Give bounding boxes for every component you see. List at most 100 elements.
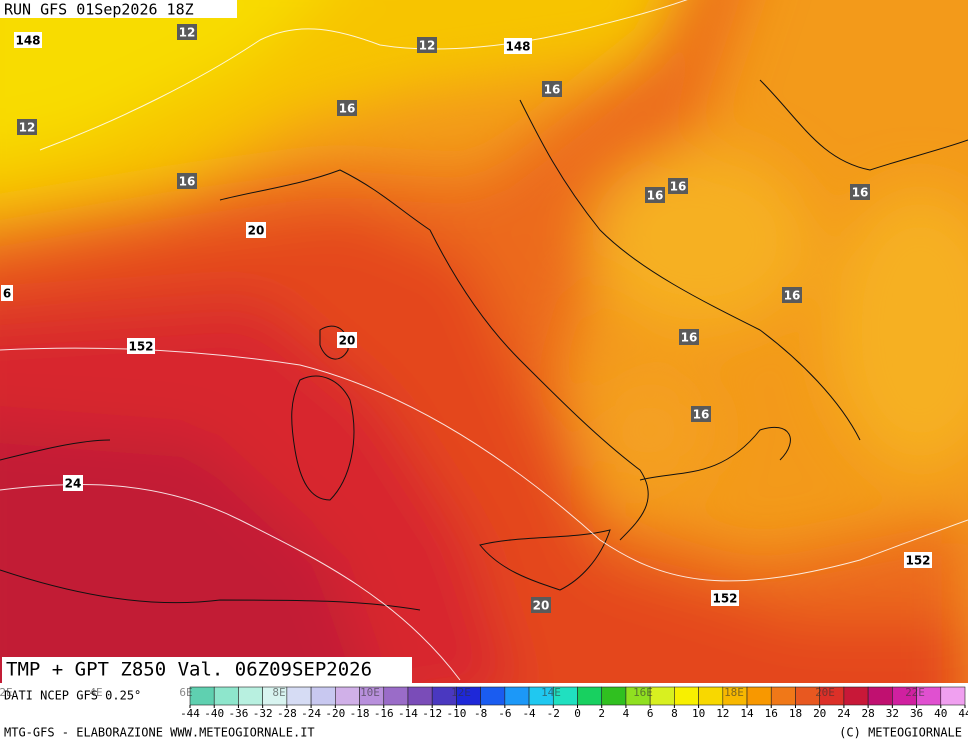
longitude-label: 16E (633, 686, 653, 699)
contour-label: 16 (544, 83, 561, 97)
scale-tick-label: 16 (765, 707, 778, 720)
contour-label: 12 (19, 121, 36, 135)
longitude-label: 2E (0, 686, 13, 699)
scale-tick-label: 2 (598, 707, 605, 720)
label-box (531, 597, 551, 613)
scale-tick-label: -12 (422, 707, 442, 720)
scale-tick-label: -14 (398, 707, 418, 720)
longitude-label: 18E (724, 686, 744, 699)
scale-tick-label: -36 (229, 707, 249, 720)
scale-tick-label: 10 (692, 707, 705, 720)
label-box (337, 100, 357, 116)
scale-box (383, 686, 409, 706)
longitude-label: 14E (541, 686, 561, 699)
scale-tick-label: -4 (522, 707, 536, 720)
longitude-label: 6E (179, 686, 192, 699)
longitude-label: 8E (272, 686, 285, 699)
contour-label: 20 (248, 224, 265, 238)
longitude-label: 12E (451, 686, 471, 699)
label-box (1, 285, 13, 301)
scale-box (238, 686, 263, 706)
contour-label: 152 (128, 340, 153, 354)
scale-tick-label: -20 (325, 707, 345, 720)
color-scale: -44 -40 -36 -32 -28 -24 -20 -18 -16 -14 -12 -10 -8 -6… (0, 686, 968, 720)
scale-box (770, 686, 796, 706)
scale-box (940, 686, 966, 706)
contour-label: 152 (712, 592, 737, 606)
scale-tick-label: 4 (623, 707, 630, 720)
label-box (14, 32, 42, 48)
label-box (782, 287, 802, 303)
scale-box (674, 686, 699, 706)
contour-label: 16 (681, 331, 698, 345)
scale-box (310, 686, 336, 706)
header-box (0, 0, 237, 18)
scale-box (746, 686, 772, 706)
footer-right: (C) METEOGIORNALE (839, 726, 962, 740)
label-box (17, 119, 37, 135)
scale-tick-label: 12 (716, 707, 729, 720)
scale-tick-label: 44 (958, 707, 968, 720)
scale-box (843, 686, 869, 706)
map-labels: 148 12 12 148 16 16 12 16 16 16 16 20 6 16 20 16 152 16 24… (1, 24, 932, 613)
contour-label: 16 (670, 180, 687, 194)
scale-tick-label: -28 (277, 707, 297, 720)
label-box (177, 24, 197, 40)
scale-tick-label: -6 (498, 707, 511, 720)
longitude-label: 10E (360, 686, 380, 699)
longitude-label: 22E (905, 686, 925, 699)
scale-box (286, 686, 312, 706)
scale-box (480, 686, 506, 706)
scale-box (504, 686, 530, 706)
scale-box (189, 686, 215, 706)
scale-box (213, 686, 239, 706)
label-box (679, 329, 699, 345)
contour-label: 16 (693, 408, 710, 422)
contour-label: 16 (179, 175, 196, 189)
scale-tick-label: -32 (253, 707, 273, 720)
label-box (246, 222, 266, 238)
contour-label: 12 (179, 26, 196, 40)
contour-label: 16 (339, 102, 356, 116)
scale-tick-label: -10 (446, 707, 466, 720)
contour-label: 12 (419, 39, 436, 53)
scale-box (335, 686, 360, 706)
contour-label: 148 (505, 40, 530, 54)
scale-tick-label: 40 (934, 707, 947, 720)
scale-tick-label: -40 (204, 707, 224, 720)
label-box (850, 184, 870, 200)
contour-label: 20 (339, 334, 356, 348)
scale-tick-label: -2 (547, 707, 560, 720)
scale-box (407, 686, 433, 706)
scale-tick-label: -24 (301, 707, 321, 720)
label-box (127, 338, 155, 354)
contour-label: 24 (65, 477, 82, 491)
contour-label: 152 (905, 554, 930, 568)
source-label: DATI NCEP GFS 0.25° (4, 689, 141, 703)
scale-box (601, 686, 627, 706)
scale-box (867, 686, 893, 706)
scale-box (577, 686, 603, 706)
label-box (904, 552, 932, 568)
label-box (337, 332, 357, 348)
longitude-label: 20E (815, 686, 835, 699)
scale-tick-label: 6 (647, 707, 654, 720)
label-box (542, 81, 562, 97)
coastlines (0, 79, 968, 611)
scale-box (649, 686, 675, 706)
scale-tick-label: 36 (910, 707, 923, 720)
scale-tick-label: -44 (180, 707, 200, 720)
label-box (177, 173, 197, 189)
scale-box (698, 686, 724, 706)
run-label: RUN GFS 01Sep2026 18Z (4, 1, 194, 19)
label-box (711, 590, 739, 606)
longitude-label: 4E (89, 686, 102, 699)
contour-label: 6 (3, 287, 11, 301)
label-box (645, 187, 665, 203)
contour-label: 16 (647, 189, 664, 203)
label-box (504, 38, 532, 54)
footer-left: MTG-GFS - ELABORAZIONE WWW.METEOGIORNALE… (4, 726, 315, 740)
contour-label: 16 (852, 186, 869, 200)
